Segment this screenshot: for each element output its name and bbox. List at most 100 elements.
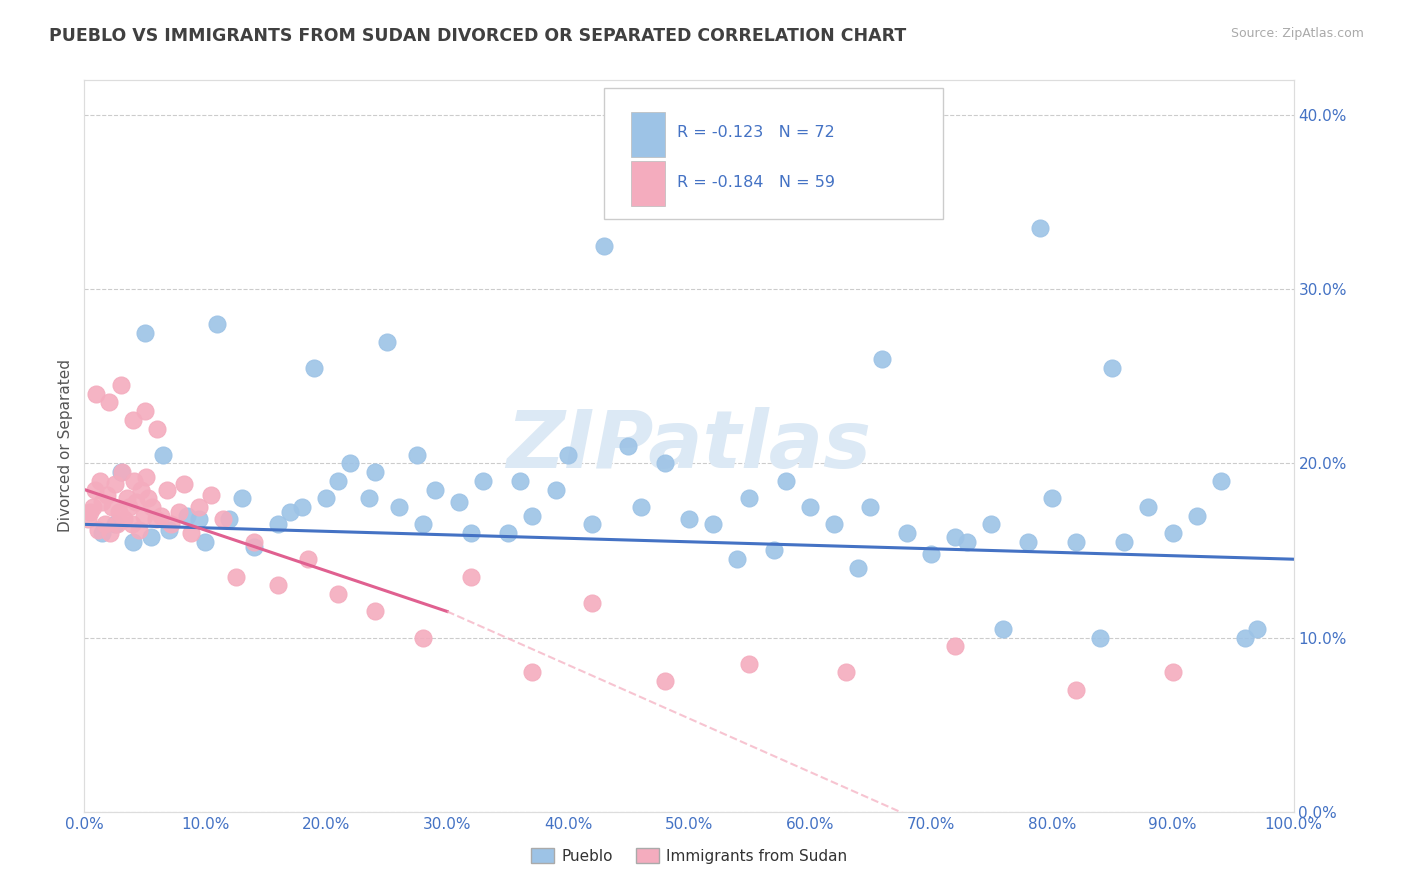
- FancyBboxPatch shape: [631, 161, 665, 206]
- Point: [86, 386, 108, 401]
- Point: [98, 526, 121, 541]
- Point: [544, 483, 567, 497]
- Point: [125, 494, 148, 508]
- Point: [509, 474, 531, 488]
- Point: [115, 491, 138, 506]
- Point: [132, 508, 155, 523]
- Point: [180, 526, 202, 541]
- Point: [1064, 534, 1087, 549]
- Point: [149, 508, 172, 523]
- Point: [520, 665, 543, 680]
- Point: [302, 360, 325, 375]
- Text: R = -0.123   N = 72: R = -0.123 N = 72: [676, 126, 835, 140]
- Point: [1234, 631, 1257, 645]
- Point: [328, 587, 350, 601]
- Point: [412, 631, 434, 645]
- Point: [678, 512, 700, 526]
- Point: [135, 470, 157, 484]
- Point: [129, 483, 152, 497]
- FancyBboxPatch shape: [631, 112, 665, 157]
- Point: [291, 500, 314, 514]
- Text: R = -0.184   N = 59: R = -0.184 N = 59: [676, 175, 835, 190]
- Point: [315, 491, 337, 506]
- Point: [412, 517, 434, 532]
- Point: [94, 517, 117, 532]
- Point: [520, 508, 543, 523]
- Point: [725, 552, 748, 566]
- Point: [110, 378, 132, 392]
- Point: [896, 526, 918, 541]
- Point: [145, 512, 167, 526]
- Point: [188, 512, 211, 526]
- Point: [993, 622, 1015, 636]
- Point: [339, 457, 361, 471]
- Point: [121, 413, 143, 427]
- Point: [980, 517, 1002, 532]
- Point: [141, 500, 163, 514]
- Legend: Pueblo, Immigrants from Sudan: Pueblo, Immigrants from Sudan: [524, 842, 853, 870]
- Point: [557, 448, 579, 462]
- Point: [775, 474, 797, 488]
- Point: [630, 500, 652, 514]
- Point: [242, 540, 264, 554]
- Point: [357, 491, 380, 506]
- Point: [112, 512, 135, 526]
- Point: [762, 543, 785, 558]
- Point: [267, 578, 290, 592]
- Point: [1246, 622, 1268, 636]
- Point: [91, 494, 114, 508]
- Point: [152, 448, 174, 462]
- Point: [121, 534, 143, 549]
- Point: [1114, 534, 1136, 549]
- Point: [472, 474, 495, 488]
- Point: [134, 326, 156, 340]
- Point: [943, 530, 966, 544]
- Point: [160, 517, 183, 532]
- Point: [200, 488, 222, 502]
- Text: PUEBLO VS IMMIGRANTS FROM SUDAN DIVORCED OR SEPARATED CORRELATION CHART: PUEBLO VS IMMIGRANTS FROM SUDAN DIVORCED…: [49, 27, 907, 45]
- Point: [496, 526, 519, 541]
- Point: [1064, 682, 1087, 697]
- Point: [835, 665, 858, 680]
- Point: [363, 604, 385, 618]
- Point: [242, 534, 264, 549]
- Point: [943, 640, 966, 654]
- Point: [375, 334, 398, 349]
- Point: [212, 512, 235, 526]
- Point: [188, 500, 211, 514]
- Point: [89, 474, 111, 488]
- Point: [1088, 631, 1111, 645]
- Point: [738, 657, 761, 671]
- Point: [121, 517, 143, 532]
- Point: [460, 569, 482, 583]
- Point: [1137, 500, 1160, 514]
- Point: [1101, 360, 1123, 375]
- Point: [167, 505, 190, 519]
- Point: [110, 465, 132, 479]
- Text: ZIPatlas: ZIPatlas: [506, 407, 872, 485]
- Point: [134, 404, 156, 418]
- Point: [138, 491, 160, 506]
- Point: [617, 439, 640, 453]
- Point: [920, 547, 942, 561]
- Point: [101, 500, 124, 514]
- Point: [460, 526, 482, 541]
- Point: [1017, 534, 1039, 549]
- Point: [423, 483, 446, 497]
- Y-axis label: Divorced or Separated: Divorced or Separated: [58, 359, 73, 533]
- Point: [122, 474, 145, 488]
- Point: [91, 526, 114, 541]
- Point: [104, 517, 127, 532]
- Point: [1040, 491, 1063, 506]
- Point: [111, 465, 134, 479]
- FancyBboxPatch shape: [605, 87, 943, 219]
- Point: [654, 674, 676, 689]
- Point: [1161, 665, 1184, 680]
- Point: [104, 477, 127, 491]
- Point: [1185, 508, 1208, 523]
- Point: [194, 534, 217, 549]
- Point: [82, 500, 104, 514]
- Point: [173, 477, 195, 491]
- Point: [118, 500, 141, 514]
- Point: [654, 457, 676, 471]
